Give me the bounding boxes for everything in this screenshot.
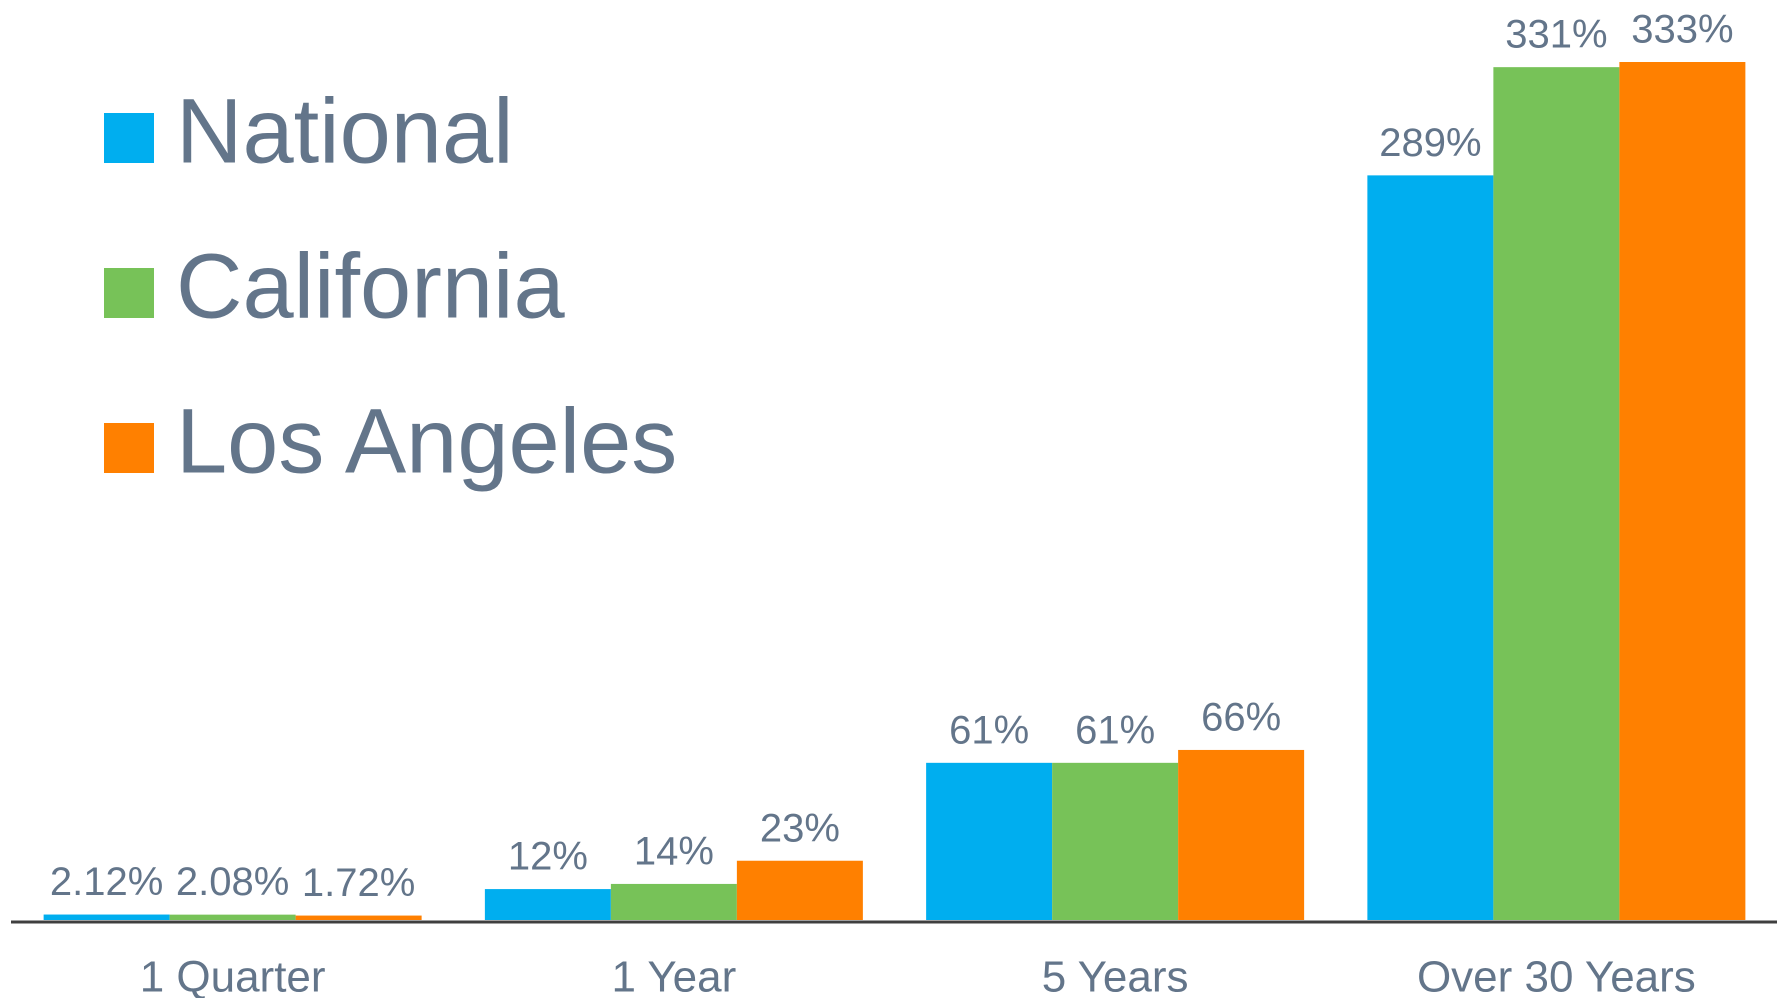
- bar: [610, 883, 737, 920]
- bar: [484, 889, 611, 920]
- value-label: 333%: [1631, 8, 1733, 52]
- bar: [169, 914, 296, 920]
- value-label: 14%: [634, 829, 714, 873]
- legend-label: National: [176, 80, 514, 182]
- value-label: 331%: [1505, 13, 1607, 57]
- x-tick-label: Over 30 Years: [1417, 953, 1696, 998]
- bar: [736, 860, 863, 920]
- value-label: 2.12%: [50, 860, 163, 904]
- x-tick-label: 1 Quarter: [140, 953, 326, 998]
- bar: [43, 914, 170, 920]
- bar: [1178, 749, 1305, 920]
- legend-swatch: [104, 423, 154, 473]
- value-label: 12%: [508, 835, 588, 879]
- value-label: 289%: [1379, 121, 1481, 165]
- value-label: 61%: [1075, 708, 1155, 752]
- value-label: 23%: [760, 806, 840, 850]
- legend-swatch: [104, 268, 154, 318]
- value-label: 66%: [1201, 696, 1281, 740]
- value-label: 1.72%: [302, 861, 415, 905]
- x-tick-label: 1 Year: [611, 953, 736, 998]
- legend-label: California: [176, 235, 565, 337]
- bar: [1052, 762, 1179, 920]
- value-label: 2.08%: [176, 860, 289, 904]
- bar: [1619, 62, 1746, 920]
- legend-swatch: [104, 113, 154, 163]
- bar: [926, 762, 1053, 920]
- bar: [1367, 175, 1494, 920]
- legend-label: Los Angeles: [176, 390, 677, 492]
- value-label: 61%: [949, 708, 1029, 752]
- bar: [295, 915, 422, 920]
- x-tick-label: 5 Years: [1042, 953, 1189, 998]
- bar: [1493, 67, 1620, 921]
